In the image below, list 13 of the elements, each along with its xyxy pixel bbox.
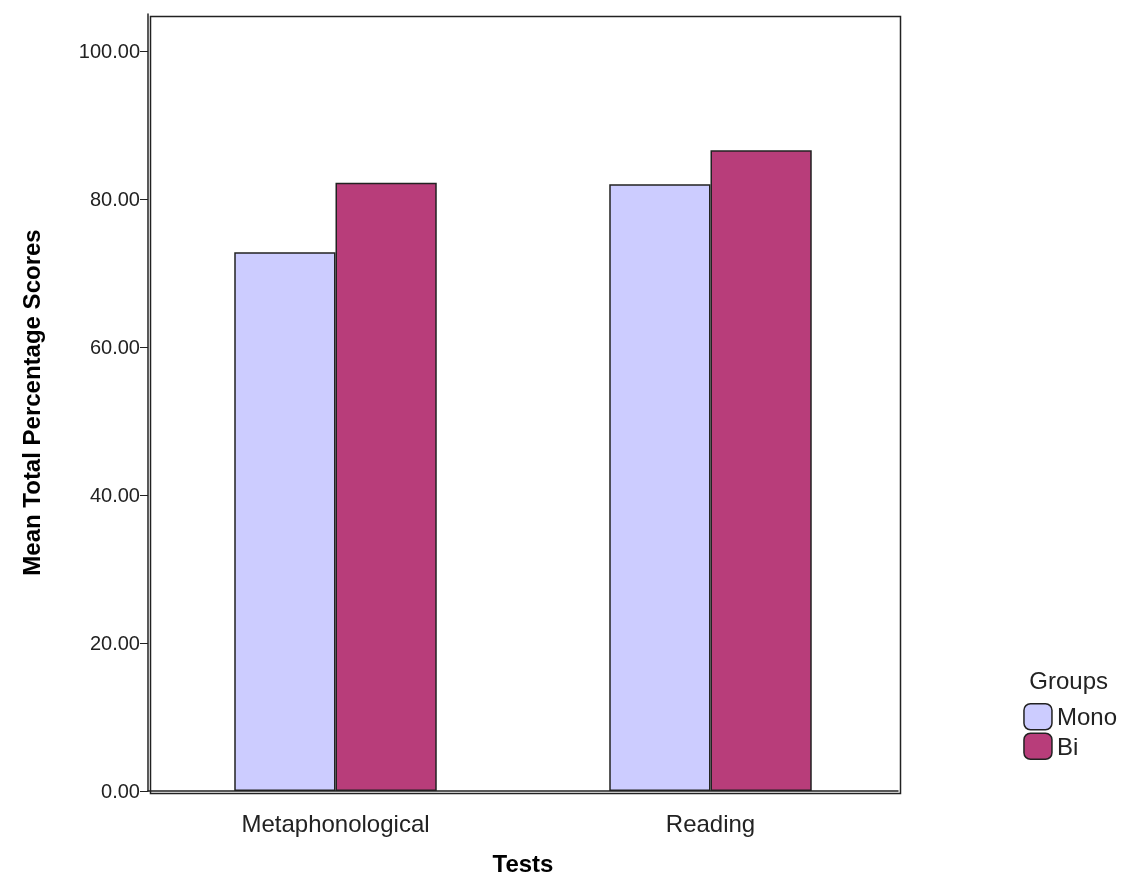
x-tick-label: Reading (665, 809, 756, 837)
y-tick-label: 60.00 (89, 336, 140, 358)
y-tick-label: 20.00 (89, 632, 140, 654)
y-tick-label: 0.00 (101, 780, 140, 802)
x-axis-title: Tests (492, 849, 554, 877)
y-tick-label: 100.00 (78, 40, 140, 62)
y-tick-label: 40.00 (89, 484, 140, 506)
y-axis-title: Mean Total Percentage Scores (17, 229, 45, 576)
legend-title: Groups (1029, 666, 1108, 694)
legend-label: Bi (1056, 732, 1079, 760)
legend-label: Mono (1056, 703, 1118, 731)
x-tick-label: Metaphonological (241, 809, 430, 837)
y-tick-label: 80.00 (89, 188, 140, 210)
